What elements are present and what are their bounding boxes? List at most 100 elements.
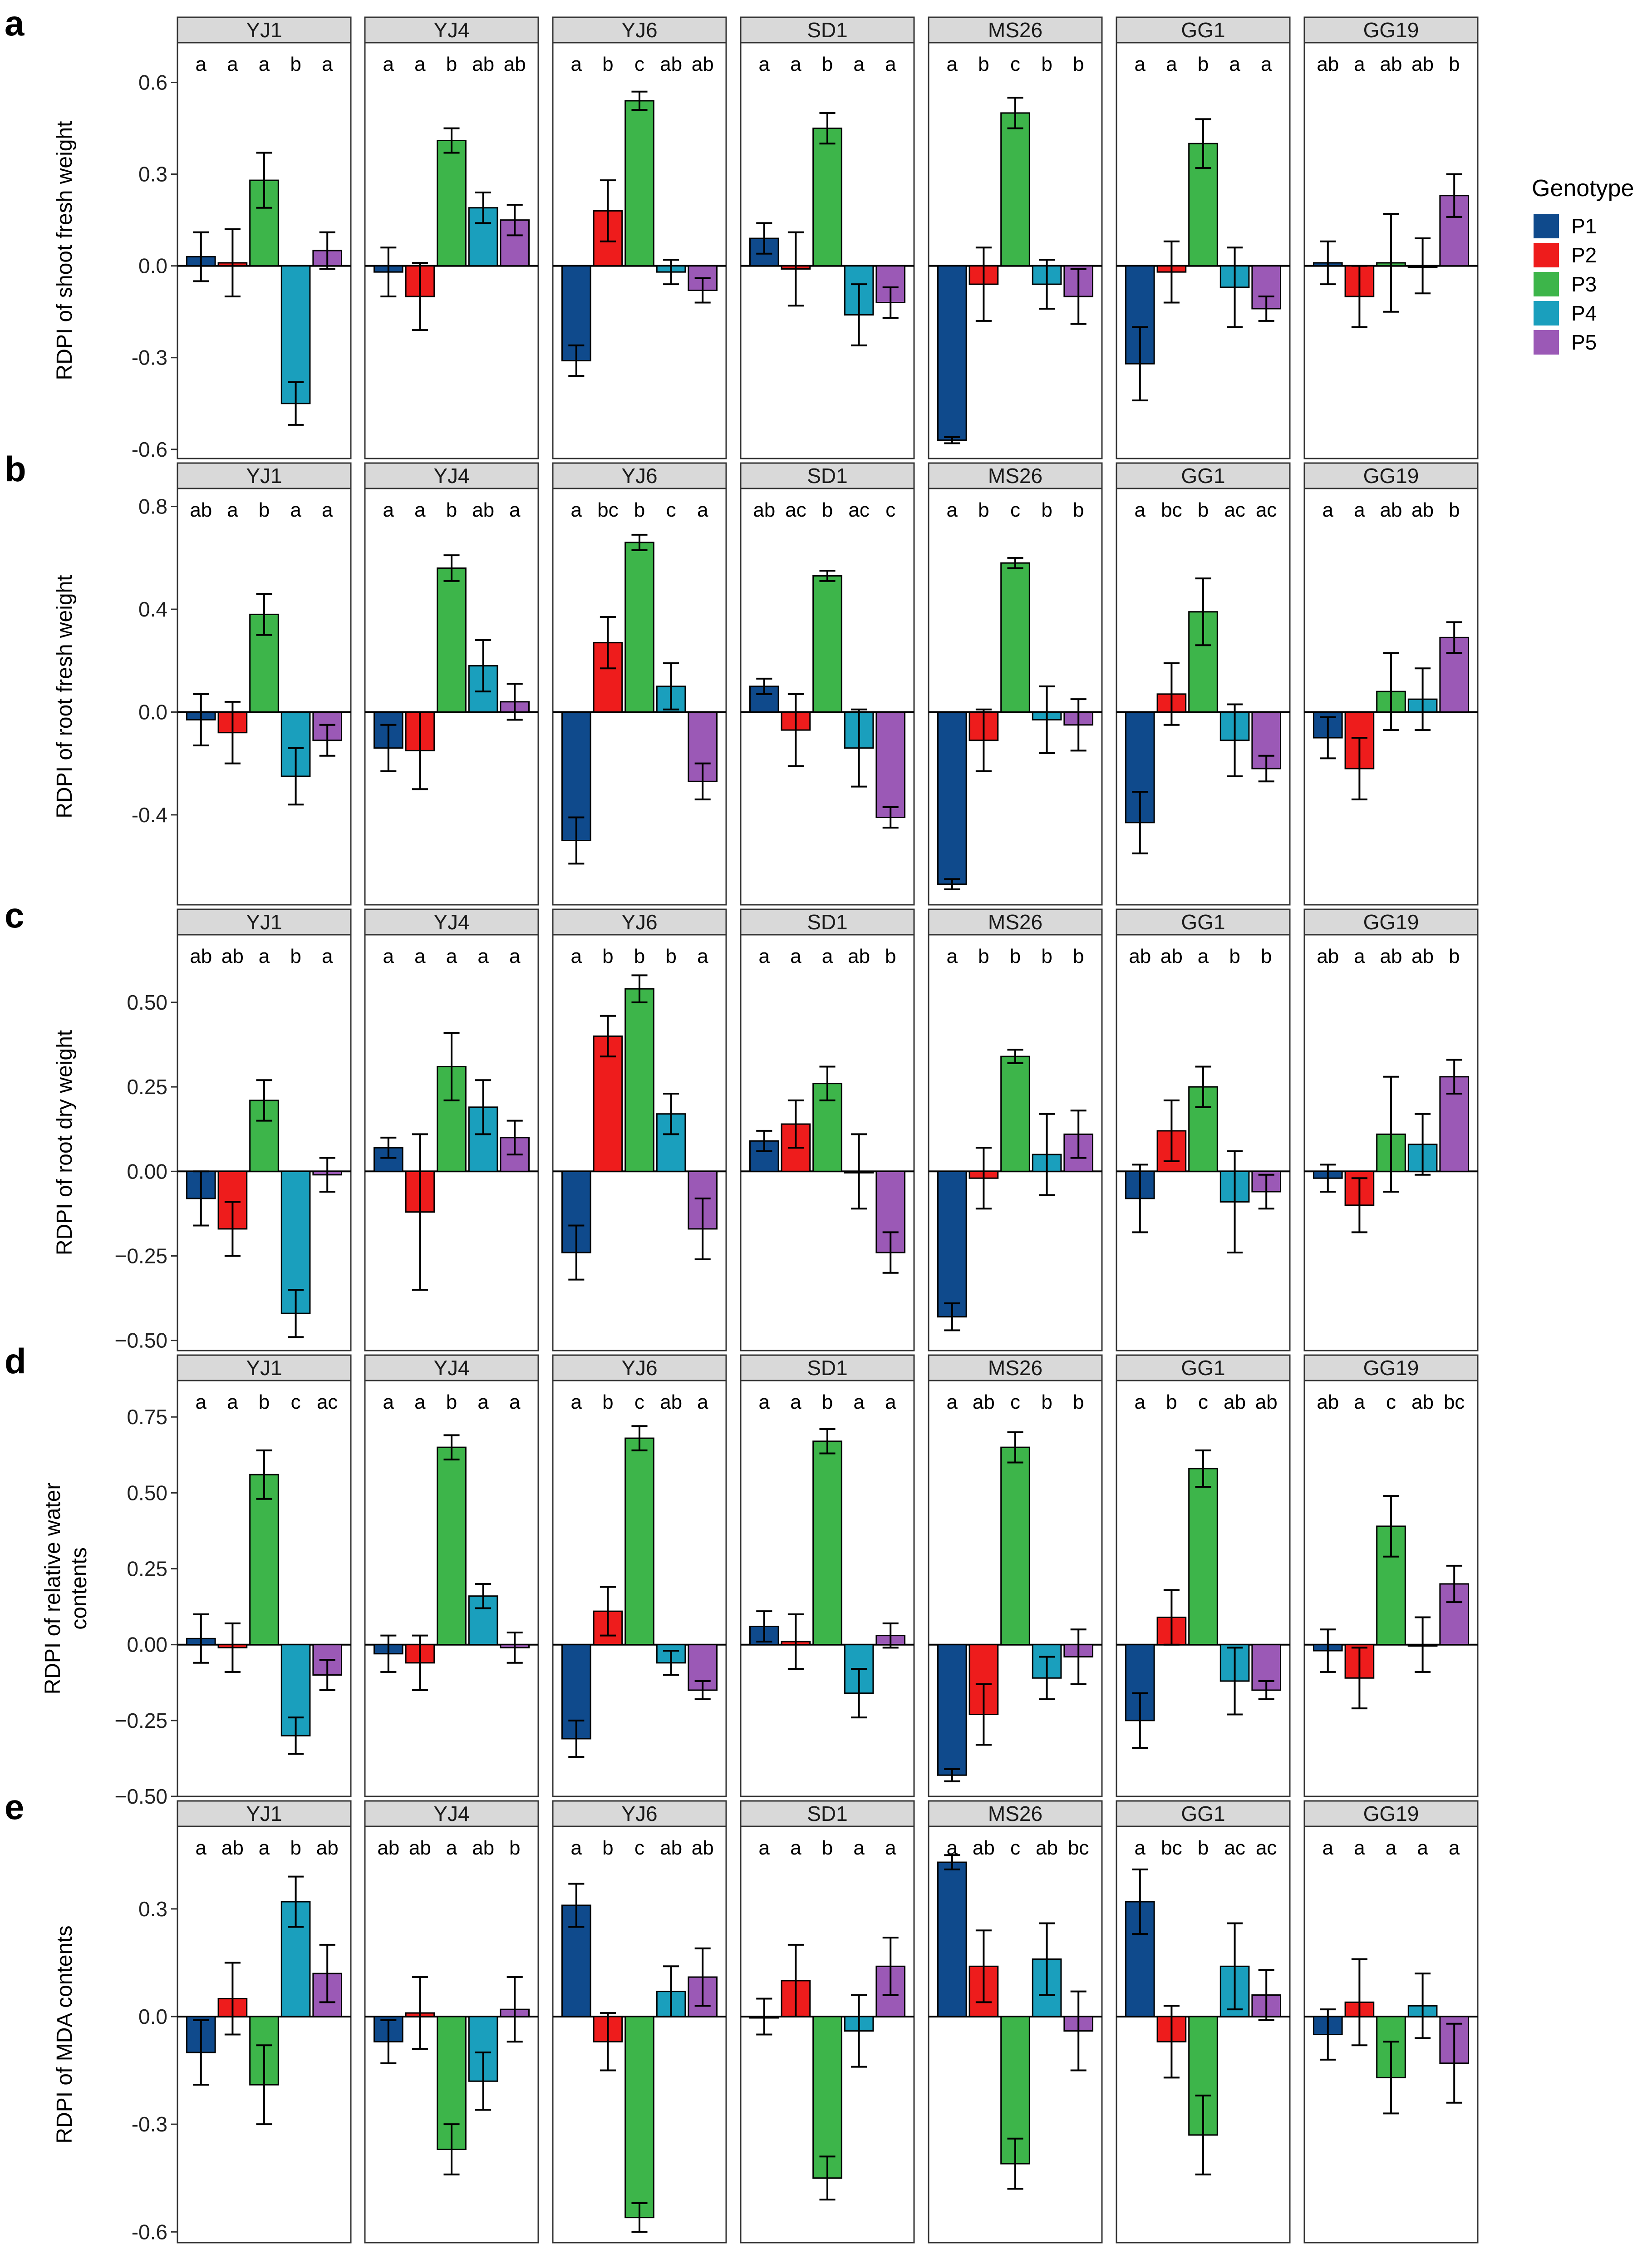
significance-letter: b <box>1198 499 1209 521</box>
facet-strip <box>1303 1800 1479 1827</box>
y-tick-label: 0.0 <box>138 2005 167 2028</box>
y-axis-title-line: RDPI of root dry weight <box>53 1030 77 1255</box>
facet-title: YJ6 <box>621 18 657 42</box>
y-tick-label: −0.50 <box>115 1329 167 1352</box>
significance-letter: a <box>571 499 582 521</box>
y-tick-label: 0.8 <box>138 495 167 518</box>
y-tick-label: 0.4 <box>138 597 167 621</box>
y-axis-title: RDPI of root dry weight <box>53 1030 77 1255</box>
significance-letter: b <box>1166 1391 1177 1413</box>
significance-letter: ab <box>973 1391 995 1413</box>
facet-strip <box>177 1354 352 1381</box>
bar-YJ4-P3 <box>437 567 467 713</box>
significance-letter: a <box>1135 499 1146 521</box>
y-tick-label: −0.25 <box>115 1709 167 1732</box>
significance-letter: bc <box>1161 499 1182 521</box>
significance-letter: b <box>1041 499 1052 521</box>
legend-swatch-P3 <box>1533 271 1560 297</box>
significance-letter: ab <box>660 1837 682 1859</box>
facet-title: YJ6 <box>621 1802 657 1825</box>
facet-strip <box>552 1800 727 1827</box>
facet-strip <box>364 908 539 936</box>
significance-letter: a <box>759 1837 770 1859</box>
significance-letter: ab <box>316 1837 339 1859</box>
facet-title: YJ6 <box>621 910 657 934</box>
facet-title: YJ4 <box>433 1356 469 1380</box>
significance-letter: a <box>1135 1391 1146 1413</box>
significance-letter: a <box>1261 53 1272 75</box>
significance-letter: b <box>885 945 896 967</box>
significance-letter: a <box>697 1391 708 1413</box>
significance-letter: ab <box>660 1391 682 1413</box>
significance-letter: bc <box>1444 1391 1465 1413</box>
legend-swatch-P1 <box>1533 213 1560 239</box>
significance-letter: c <box>1010 1391 1020 1413</box>
panel-letter: b <box>5 449 26 489</box>
significance-letter: ab <box>221 945 244 967</box>
significance-letter: ab <box>848 945 870 967</box>
facet-title: GG19 <box>1363 1356 1419 1380</box>
significance-letter: c <box>634 53 644 75</box>
bar-YJ6-P3 <box>624 2016 654 2219</box>
bar-YJ4-P3 <box>437 1446 467 1646</box>
facet-title: YJ4 <box>433 18 469 42</box>
significance-letter: b <box>602 1837 613 1859</box>
significance-letter: ab <box>1411 53 1434 75</box>
significance-letter: b <box>290 945 301 967</box>
significance-letter: b <box>259 1391 270 1413</box>
significance-letter: b <box>602 1391 613 1413</box>
significance-letter: c <box>1010 1837 1020 1859</box>
facet-strip <box>1303 462 1479 489</box>
significance-letter: ab <box>1380 53 1402 75</box>
bar-YJ6-P3 <box>624 988 654 1172</box>
bar-YJ6-P1 <box>561 711 591 841</box>
significance-letter: b <box>634 499 645 521</box>
significance-letter: ab <box>1036 1837 1058 1859</box>
facet-title: YJ6 <box>621 464 657 488</box>
bar-MS26-P3 <box>1000 1446 1030 1646</box>
significance-letter: a <box>885 1837 896 1859</box>
significance-letter: b <box>1449 945 1460 967</box>
significance-letter: a <box>446 1837 457 1859</box>
facet-title: YJ6 <box>621 1356 657 1380</box>
panel-letter: d <box>5 1341 26 1381</box>
facet-strip <box>1116 1800 1291 1827</box>
legend-label-P4: P4 <box>1571 301 1597 325</box>
facet-title: GG1 <box>1181 18 1225 42</box>
significance-letter: a <box>227 1391 238 1413</box>
significance-letter: b <box>446 499 457 521</box>
y-axis-title: RDPI of relative water contents <box>41 1483 91 1695</box>
facet-strip <box>364 16 539 44</box>
y-tick-label: −0.25 <box>115 1244 167 1268</box>
legend: Genotype P1 P2 P3 P4 P5 <box>1532 175 1634 355</box>
significance-letter: b <box>1229 945 1240 967</box>
y-tick-label: 0.75 <box>127 1405 167 1429</box>
significance-letter: a <box>322 945 333 967</box>
significance-letter: ab <box>472 53 494 75</box>
bar-SD1-P3 <box>812 575 842 713</box>
facet-title: YJ4 <box>433 464 469 488</box>
significance-letter: b <box>1449 499 1460 521</box>
significance-letter: a <box>571 53 582 75</box>
significance-letter: b <box>602 53 613 75</box>
facet-title: SD1 <box>807 18 847 42</box>
significance-letter: a <box>196 1837 207 1859</box>
significance-letter: a <box>697 499 708 521</box>
legend-label-P2: P2 <box>1571 243 1597 267</box>
panel-b: b RDPI of root fresh weight 0.8 0.4 0.0 -0.4 Y… <box>5 449 1479 906</box>
bar-MS26-P1 <box>937 1170 967 1318</box>
legend-label-P1: P1 <box>1571 214 1597 238</box>
bar-YJ1-P3 <box>249 1100 279 1172</box>
y-tick-label: -0.6 <box>132 2220 167 2244</box>
